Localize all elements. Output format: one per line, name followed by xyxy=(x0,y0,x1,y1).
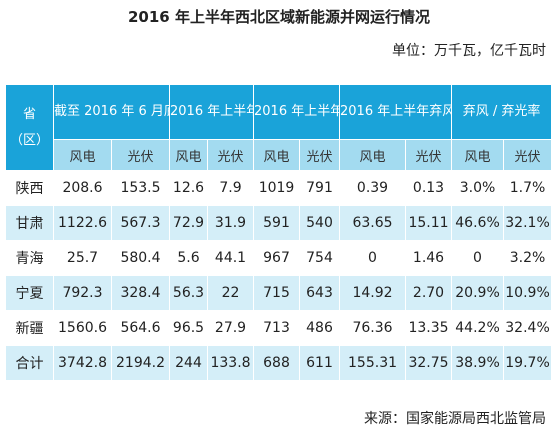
province-name: 宁夏 xyxy=(5,275,54,311)
table-cell: 13.35 xyxy=(405,310,453,346)
table-row: 青海 25.7 580.4 5.6 44.1 967 754 0 1.46 0 3.2% xyxy=(5,240,553,276)
table-row: 合计 3742.8 2194.2 244 133.8 688 611 155.31 32.75 3… xyxy=(5,345,553,381)
table-cell: 155.31 xyxy=(339,345,407,381)
table-cell: 56.3 xyxy=(169,275,209,311)
table-body: 陕西 208.6 153.5 12.6 7.9 1019 791 0.39 0.13 3.0% 1.… xyxy=(5,170,553,381)
table-cell: 31.9 xyxy=(207,205,255,241)
header-hours: 2016 年上半年利用小时数 xyxy=(253,84,341,140)
table-cell: 76.36 xyxy=(339,310,407,346)
table-cell: 27.9 xyxy=(207,310,255,346)
table-cell: 715 xyxy=(253,275,301,311)
province-name: 青海 xyxy=(5,240,54,276)
table-cell: 486 xyxy=(299,310,341,346)
table-cell: 133.8 xyxy=(207,345,255,381)
table-cell: 19.7% xyxy=(503,345,553,381)
subheader-wind: 风电 xyxy=(451,139,505,171)
table-cell: 0 xyxy=(339,240,407,276)
page-title: 2016 年上半年西北区域新能源并网运行情况 xyxy=(128,8,430,26)
province-name: 合计 xyxy=(5,345,54,381)
table-row: 宁夏 792.3 328.4 56.3 22 715 643 14.92 2.70 20.9% 10… xyxy=(5,275,553,311)
table-cell: 1560.6 xyxy=(53,310,112,346)
table-row: 新疆 1560.6 564.6 96.5 27.9 713 486 76.36 13.35 44.… xyxy=(5,310,553,346)
table-cell: 791 xyxy=(299,170,341,206)
header-curtailed: 2016 年上半年弃风 / 光电量 xyxy=(339,84,453,140)
table-cell: 611 xyxy=(299,345,341,381)
province-name: 陕西 xyxy=(5,170,54,206)
table-row: 陕西 208.6 153.5 12.6 7.9 1019 791 0.39 0.13 3.0% 1.… xyxy=(5,170,553,206)
table-cell: 20.9% xyxy=(451,275,505,311)
table-cell: 72.9 xyxy=(169,205,209,241)
subheader-wind: 风电 xyxy=(253,139,301,171)
table-cell: 14.92 xyxy=(339,275,407,311)
province-name: 甘肃 xyxy=(5,205,54,241)
province-name: 新疆 xyxy=(5,310,54,346)
table-cell: 153.5 xyxy=(110,170,171,206)
header-province-label: 省 （区） xyxy=(9,106,49,148)
table-cell: 10.9% xyxy=(503,275,553,311)
table-cell: 32.75 xyxy=(405,345,453,381)
table-cell: 25.7 xyxy=(53,240,112,276)
table-cell: 15.11 xyxy=(405,205,453,241)
table-cell: 44.2% xyxy=(451,310,505,346)
table-cell: 564.6 xyxy=(110,310,171,346)
data-table: 省 （区） 截至 2016 年 6 月底并网容量 2016 年上半年发电量 20… xyxy=(5,84,553,381)
table-cell: 1.46 xyxy=(405,240,453,276)
table-cell: 63.65 xyxy=(339,205,407,241)
table-cell: 0.39 xyxy=(339,170,407,206)
table-cell: 46.6% xyxy=(451,205,505,241)
table-cell: 0 xyxy=(451,240,505,276)
table-cell: 591 xyxy=(253,205,301,241)
table-cell: 567.3 xyxy=(110,205,171,241)
table-cell: 208.6 xyxy=(53,170,112,206)
table-cell: 643 xyxy=(299,275,341,311)
table-cell: 540 xyxy=(299,205,341,241)
table-cell: 3.2% xyxy=(503,240,553,276)
table-cell: 32.1% xyxy=(503,205,553,241)
subheader-solar: 光伏 xyxy=(405,139,453,171)
table-cell: 244 xyxy=(169,345,209,381)
table-cell: 96.5 xyxy=(169,310,209,346)
table-cell: 713 xyxy=(253,310,301,346)
subheader-wind: 风电 xyxy=(169,139,209,171)
table-cell: 2194.2 xyxy=(110,345,171,381)
subheader-wind: 风电 xyxy=(53,139,112,171)
subheader-solar: 光伏 xyxy=(299,139,341,171)
table-cell: 1.7% xyxy=(503,170,553,206)
table-cell: 688 xyxy=(253,345,301,381)
table-cell: 967 xyxy=(253,240,301,276)
table-cell: 792.3 xyxy=(53,275,112,311)
table-cell: 38.9% xyxy=(451,345,505,381)
subheader-solar: 光伏 xyxy=(110,139,171,171)
subheader-wind: 风电 xyxy=(339,139,407,171)
table-cell: 32.4% xyxy=(503,310,553,346)
table-cell: 12.6 xyxy=(169,170,209,206)
header-curtail-rate: 弃风 / 弃光率 xyxy=(451,84,553,140)
unit-note: 单位：万千瓦，亿千瓦时 xyxy=(392,43,546,59)
table-cell: 44.1 xyxy=(207,240,255,276)
table-cell: 3.0% xyxy=(451,170,505,206)
table-row: 甘肃 1122.6 567.3 72.9 31.9 591 540 63.65 15.11 46.… xyxy=(5,205,553,241)
source-note: 来源：国家能源局西北监管局 xyxy=(364,411,546,427)
table-cell: 3742.8 xyxy=(53,345,112,381)
table-cell: 754 xyxy=(299,240,341,276)
header-province: 省 （区） xyxy=(5,84,54,171)
table-cell: 1122.6 xyxy=(53,205,112,241)
header-capacity: 截至 2016 年 6 月底并网容量 xyxy=(52,84,171,140)
subheader-solar: 光伏 xyxy=(207,139,255,171)
table-cell: 580.4 xyxy=(110,240,171,276)
table-cell: 22 xyxy=(207,275,255,311)
header-generation: 2016 年上半年发电量 xyxy=(169,84,255,140)
table-cell: 328.4 xyxy=(110,275,171,311)
subheader-solar: 光伏 xyxy=(503,139,553,171)
table-cell: 2.70 xyxy=(405,275,453,311)
table-cell: 1019 xyxy=(253,170,301,206)
table-cell: 0.13 xyxy=(405,170,453,206)
table-cell: 7.9 xyxy=(207,170,255,206)
table-cell: 5.6 xyxy=(169,240,209,276)
